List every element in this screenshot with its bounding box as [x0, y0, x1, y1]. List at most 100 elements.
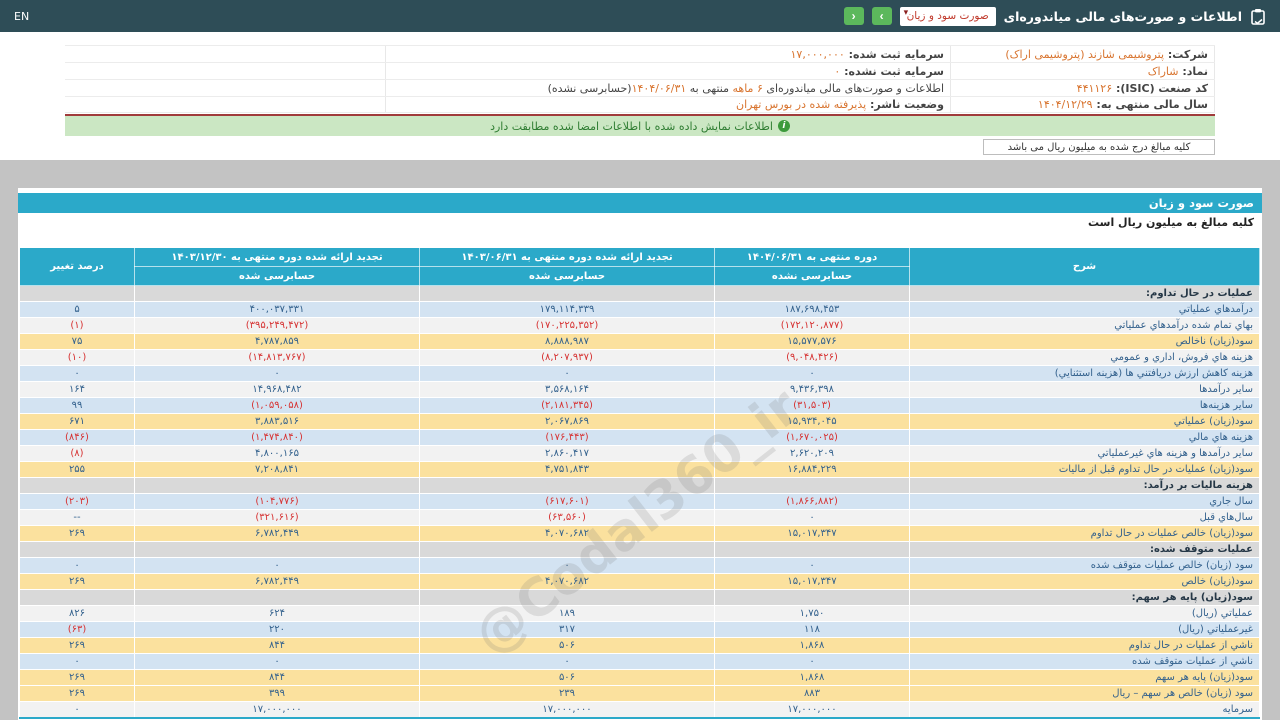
row-value: ۷۵ [19, 333, 135, 350]
chevron-down-icon: ▾ [903, 7, 909, 18]
row-value [134, 541, 420, 558]
table-row: سود (زيان) خالص عمليات متوقف شده ۰ ۰ ۰ ۰ [19, 557, 1260, 574]
row-value: ۱,۸۶۸ [714, 637, 910, 654]
row-value [419, 589, 715, 606]
table-row: سرمايه ۱۷,۰۰۰,۰۰۰ ۱۷,۰۰۰,۰۰۰ ۱۷,۰۰۰,۰۰۰ ۰ [19, 701, 1260, 718]
row-value: ۴,۰۷۰,۶۸۲ [419, 573, 715, 590]
statement-card: صورت سود و زیان کلیه مبالغ به میلیون ریا… [18, 188, 1262, 720]
col-subheader-audited-1: حسابرسی شده [419, 266, 715, 286]
row-label: سود(زيان) عمليات در حال تداوم قبل از مال… [909, 461, 1260, 478]
row-value: ۹۹ [19, 397, 135, 414]
row-value: ۶,۷۸۲,۴۴۹ [134, 525, 420, 542]
info-value: ۱۷,۰۰۰,۰۰۰ [790, 47, 845, 61]
row-value: ۲۶۹ [19, 525, 135, 542]
next-report-button[interactable]: › [871, 7, 892, 25]
info-label: سرمایه ثبت شده: [844, 47, 944, 61]
row-value: ۰ [19, 701, 135, 718]
row-value: (۹,۰۴۸,۴۲۶) [714, 349, 910, 366]
row-label: عمليات متوقف شده: [909, 541, 1260, 558]
row-value [419, 477, 715, 494]
red-separator [65, 114, 1215, 116]
row-value: ۲۶۹ [19, 685, 135, 702]
row-value: ۲۶۹ [19, 573, 135, 590]
row-value: ۱,۷۵۰ [714, 605, 910, 622]
table-row: هزينه هاي فروش، اداري و عمومي (۹,۰۴۸,۴۲۶)… [19, 349, 1260, 366]
info-value: ۴۴۱۱۲۶ [1076, 81, 1113, 95]
row-value: ۶۷۱ [19, 413, 135, 430]
table-row: سود(زيان) عمليات در حال تداوم قبل از مال… [19, 461, 1260, 478]
row-value: ۱۵,۰۱۷,۳۴۷ [714, 525, 910, 542]
table-row: سال جاري (۱,۸۶۶,۸۸۲) (۶۱۷,۶۰۱) (۱۰۴,۷۷۶) (۲۰… [19, 493, 1260, 510]
prev-report-button[interactable]: ‹ [843, 7, 864, 25]
row-value: ۲,۸۶۰,۴۱۷ [419, 445, 715, 462]
row-value: (۶۳,۵۶۰) [419, 509, 715, 526]
row-value: ۸,۸۸۸,۹۸۷ [419, 333, 715, 350]
row-value: ۶,۷۸۲,۴۴۹ [134, 573, 420, 590]
row-value: ۵۰۶ [419, 637, 715, 654]
info-cell: سرمایه ثبت نشده: ۰ [385, 63, 950, 79]
info-label: منتهی به [686, 81, 733, 95]
col-header-prior-year: تجدید ارائه شده دوره منتهی به ۱۴۰۳/۱۲/۳۰ [134, 247, 420, 267]
info-label: سرمایه ثبت نشده: [840, 64, 944, 78]
row-value: ۹,۴۳۶,۳۹۸ [714, 381, 910, 398]
row-value: (۲,۱۸۱,۳۴۵) [419, 397, 715, 414]
row-value: (۲۰۳) [19, 493, 135, 510]
row-value [714, 541, 910, 558]
table-row: عملياتي (ريال) ۱,۷۵۰ ۱۸۹ ۶۲۴ ۸۲۶ [19, 605, 1260, 622]
row-label: سود(زيان) پايه هر سهم: [909, 589, 1260, 606]
row-label: ناشي از عمليات متوقف شده [909, 653, 1260, 670]
table-row: سود(زيان) خالص ۱۵,۰۱۷,۳۴۷ ۴,۰۷۰,۶۸۲ ۶,۷۸۲,۴… [19, 573, 1260, 590]
row-value: (۳۹۵,۲۴۹,۴۷۲) [134, 317, 420, 334]
info-value: ۰ [834, 64, 841, 78]
row-value: -- [19, 509, 135, 526]
row-value [134, 477, 420, 494]
info-cell: وضعیت ناشر: پذیرفته شده در بورس تهران [385, 97, 950, 112]
row-value: ۳۹۹ [134, 685, 420, 702]
info-cell: سال مالی منتهی به: ۱۴۰۴/۱۲/۲۹ [950, 97, 1215, 112]
row-label: درآمدهاي عملياتي [909, 301, 1260, 318]
report-type-dropdown[interactable]: صورت سود و زیان ▾ [899, 6, 996, 26]
info-value: ۱۴۰۴/۱۲/۲۹ [1037, 98, 1093, 111]
info-value: ۶ ماهه [732, 81, 763, 95]
row-value: ۶۲۴ [134, 605, 420, 622]
table-row: ساير هزينه‌ها (۳۱,۵۰۳) (۲,۱۸۱,۳۴۵) (۱,۰۵۹,۰… [19, 397, 1260, 414]
row-value: ۱۱۸ [714, 621, 910, 638]
notice-text: اطلاعات نمایش داده شده با اطلاعات امضا ش… [490, 119, 773, 133]
table-row: سال‌هاي قبل ۰ (۶۳,۵۶۰) (۳۲۱,۶۱۶) -- [19, 509, 1260, 526]
info-label: شرکت: [1164, 47, 1208, 61]
row-label: هزينه هاي فروش، اداري و عمومي [909, 349, 1260, 366]
row-value [19, 477, 135, 494]
info-cell: شرکت: پتروشیمی شازند (پتروشیمی اراک) [950, 46, 1215, 62]
info-value: شاراک [1147, 64, 1179, 78]
row-label: ساير درآمدها و هزينه هاي غيرعملياتي [909, 445, 1260, 462]
table-row: سود(زيان) عملياتي ۱۵,۹۳۴,۰۴۵ ۲,۰۶۷,۸۶۹ ۳,۸۸… [19, 413, 1260, 430]
row-value: (۱) [19, 317, 135, 334]
row-value [714, 477, 910, 494]
row-value: ۰ [19, 365, 135, 382]
row-value: (۱,۶۷۰,۰۲۵) [714, 429, 910, 446]
row-value: ۱۵,۵۷۷,۵۷۶ [714, 333, 910, 350]
row-value: ۱۸۷,۶۹۸,۴۵۳ [714, 301, 910, 318]
row-value: ۲۲۰ [134, 621, 420, 638]
row-label: سود(زيان) پايه هر سهم [909, 669, 1260, 686]
row-value: ۳۱۷ [419, 621, 715, 638]
row-value: ۱۷,۰۰۰,۰۰۰ [134, 701, 420, 718]
row-value: ۷,۲۰۸,۸۴۱ [134, 461, 420, 478]
table-row: ناشي از عمليات متوقف شده ۰ ۰ ۰ ۰ [19, 653, 1260, 670]
row-value: ۸۸۳ [714, 685, 910, 702]
row-value: ۰ [419, 365, 715, 382]
company-info-section: شرکت: پتروشیمی شازند (پتروشیمی اراک) سرما… [0, 32, 1280, 160]
row-value [134, 589, 420, 606]
language-toggle-en[interactable]: EN [14, 9, 30, 23]
row-value: ۰ [134, 365, 420, 382]
row-value [714, 589, 910, 606]
row-value: (۶۳) [19, 621, 135, 638]
row-value: ۰ [134, 557, 420, 574]
row-label: سال جاري [909, 493, 1260, 510]
row-value: (۸۴۶) [19, 429, 135, 446]
table-row: سود(زيان) پايه هر سهم: [19, 589, 1260, 606]
info-cell: نماد: شاراک [950, 63, 1215, 79]
info-row: کد صنعت (ISIC): ۴۴۱۱۲۶ اطلاعات و صورت‌های… [65, 79, 1215, 96]
row-value: ۱۵,۰۱۷,۳۴۷ [714, 573, 910, 590]
row-value: ۰ [714, 557, 910, 574]
